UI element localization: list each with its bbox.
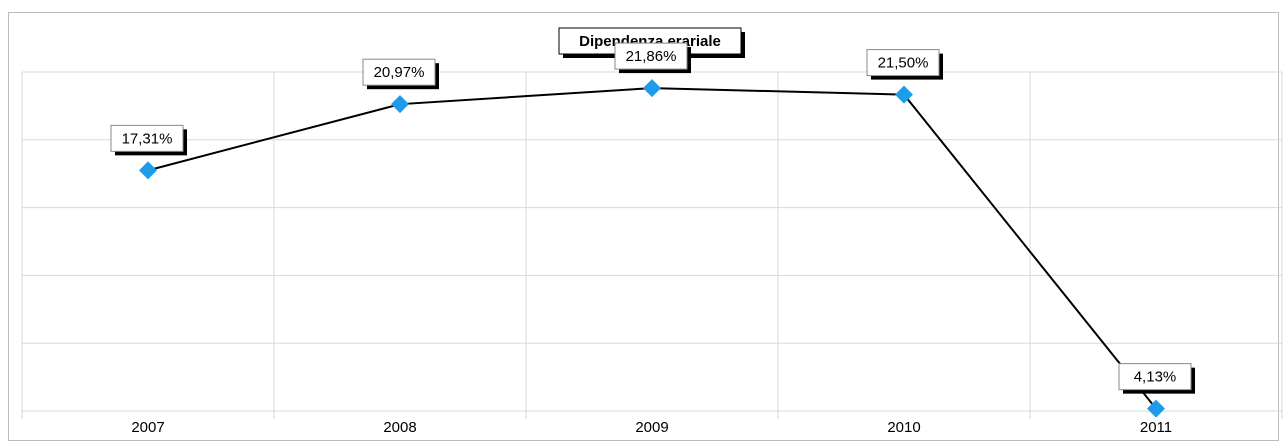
x-tick-label: 2009: [635, 419, 668, 436]
data-label: 21,86%: [626, 48, 677, 65]
x-tick-label: 2008: [383, 419, 416, 436]
data-point: [139, 161, 157, 180]
data-label-box: [362, 58, 436, 86]
data-label-box: [866, 49, 940, 77]
x-tick-label: 2011: [1140, 419, 1172, 436]
x-tick-label: 2010: [887, 419, 920, 436]
data-label: 20,97%: [374, 64, 425, 81]
data-point: [643, 79, 661, 98]
data-label-box: [110, 124, 184, 152]
data-label: 21,50%: [878, 55, 929, 72]
data-label-box: [614, 42, 688, 70]
data-point: [1147, 399, 1165, 418]
x-tick-label: 2007: [131, 419, 164, 436]
data-point: [895, 85, 913, 104]
data-label: 4,13%: [1134, 369, 1177, 386]
data-label-box: [1118, 363, 1192, 391]
data-point: [391, 95, 409, 114]
chart-frame: [8, 12, 1279, 441]
data-label: 17,31%: [122, 130, 173, 147]
